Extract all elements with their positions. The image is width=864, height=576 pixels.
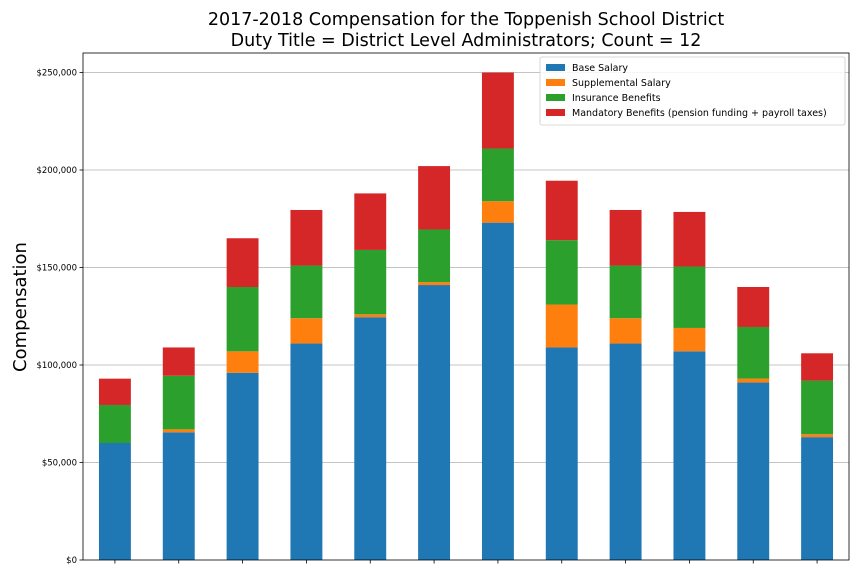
y-tick-label: $250,000 bbox=[36, 69, 77, 79]
y-tick-label: $100,000 bbox=[36, 361, 77, 371]
bar-segment-1-4 bbox=[290, 343, 323, 560]
bar-segment-4-9 bbox=[609, 209, 642, 266]
bar-segment-3-7 bbox=[481, 148, 514, 202]
bar-segment-4-11 bbox=[737, 287, 770, 327]
bar-segment-2-3 bbox=[226, 351, 259, 373]
bar-segment-1-6 bbox=[418, 285, 451, 560]
bar-segment-4-2 bbox=[162, 347, 195, 376]
plot-frame bbox=[82, 52, 850, 561]
bar-segment-3-8 bbox=[545, 240, 578, 305]
chart-title: 2017-2018 Compensation for the Toppenish… bbox=[208, 10, 725, 30]
bar-segment-4-8 bbox=[545, 180, 578, 241]
bar-segment-2-5 bbox=[354, 314, 387, 318]
axes: $0 $50,000 $100,000 $150,000 $200,000 $250,00… bbox=[36, 69, 818, 566]
legend-label: Mandatory Benefits (pension funding + pa… bbox=[572, 108, 827, 119]
bar-segment-4-12 bbox=[801, 353, 834, 381]
bar-segment-4-7 bbox=[481, 72, 514, 149]
bar-segment-3-1 bbox=[98, 404, 131, 443]
bar-segment-1-8 bbox=[545, 347, 578, 560]
bar-segment-4-1 bbox=[98, 378, 131, 405]
bar-segment-4-3 bbox=[226, 238, 259, 287]
bar-segment-3-6 bbox=[418, 229, 451, 283]
gridlines bbox=[83, 72, 849, 463]
bar-segment-4-4 bbox=[290, 209, 323, 266]
bar-segment-1-2 bbox=[162, 432, 195, 560]
bar-segment-2-7 bbox=[481, 201, 514, 223]
bar-segment-3-2 bbox=[162, 375, 195, 430]
y-tick-label: $150,000 bbox=[36, 264, 77, 274]
legend-label: Base Salary bbox=[572, 63, 628, 74]
legend: Base Salary Supplemental Salary Insurance … bbox=[539, 56, 846, 126]
legend-box bbox=[539, 56, 846, 126]
bar-segment-1-10 bbox=[673, 351, 706, 560]
bar-segment-2-8 bbox=[545, 304, 578, 348]
bar-segment-3-11 bbox=[737, 326, 770, 379]
y-tick-label: $50,000 bbox=[42, 459, 77, 469]
chart-subtitle: Duty Title = District Level Administrato… bbox=[231, 31, 702, 51]
bar-segment-1-5 bbox=[354, 317, 387, 560]
bars bbox=[98, 72, 834, 560]
y-tick-label: $0 bbox=[66, 556, 77, 566]
bar-segment-1-11 bbox=[737, 382, 770, 560]
bar-segment-4-10 bbox=[673, 211, 706, 267]
bar-segment-3-10 bbox=[673, 266, 706, 328]
legend-label: Insurance Benefits bbox=[572, 93, 661, 104]
bar-segment-1-1 bbox=[98, 443, 131, 560]
legend-label: Supplemental Salary bbox=[572, 78, 671, 89]
bar-segment-1-12 bbox=[801, 437, 834, 560]
bar-segment-1-7 bbox=[481, 222, 514, 560]
bar-segment-2-9 bbox=[609, 318, 642, 344]
bar-segment-2-11 bbox=[737, 378, 770, 383]
bar-segment-4-5 bbox=[354, 193, 387, 250]
legend-swatch bbox=[546, 109, 565, 116]
bar-segment-4-6 bbox=[418, 166, 451, 230]
bar-segment-3-12 bbox=[801, 380, 834, 435]
bar-segment-3-4 bbox=[290, 265, 323, 319]
legend-swatch bbox=[546, 94, 565, 101]
bar-segment-2-2 bbox=[162, 429, 195, 433]
bar-segment-3-5 bbox=[354, 249, 387, 315]
bar-segment-3-9 bbox=[609, 265, 642, 319]
y-axis-label: Compensation bbox=[10, 242, 31, 372]
bar-segment-2-10 bbox=[673, 327, 706, 352]
bar-segment-1-3 bbox=[226, 372, 259, 560]
bar-segment-2-4 bbox=[290, 318, 323, 344]
bar-segment-2-12 bbox=[801, 434, 834, 438]
bar-segment-3-3 bbox=[226, 287, 259, 352]
legend-swatch bbox=[546, 64, 565, 71]
y-tick-label: $200,000 bbox=[36, 166, 77, 176]
bar-segment-2-6 bbox=[418, 282, 451, 286]
bar-segment-1-9 bbox=[609, 343, 642, 560]
legend-swatch bbox=[546, 79, 565, 86]
